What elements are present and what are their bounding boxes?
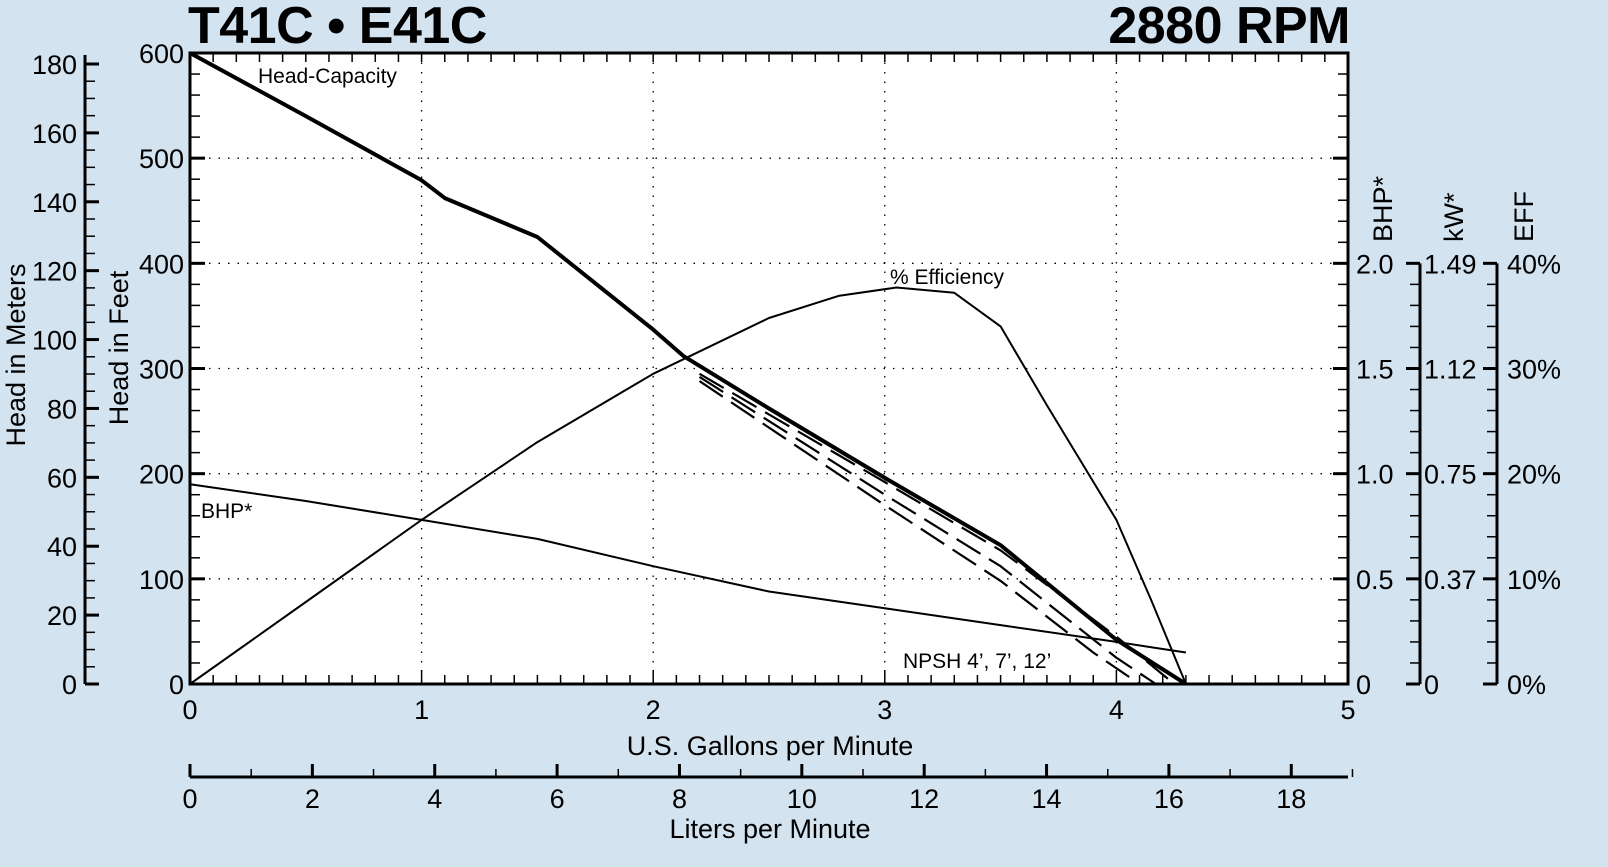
- bhp-tick-label: 0: [1356, 670, 1371, 700]
- feet-tick-label: 200: [139, 460, 184, 490]
- lpm-tick-label: 0: [182, 784, 197, 814]
- lpm-axis-title: Liters per Minute: [669, 814, 870, 844]
- gpm-tick-label: 2: [646, 695, 661, 725]
- bhp-tick-label: 0.5: [1356, 565, 1394, 595]
- kw-tick-label: 0.75: [1424, 460, 1477, 490]
- npsh-7-curve: [698, 375, 1157, 685]
- gpm-tick-label: 1: [414, 695, 429, 725]
- meters-tick-label: 40: [47, 532, 77, 562]
- feet-tick-label: 100: [139, 565, 184, 595]
- chart-title-speed: 2880 RPM: [1108, 0, 1350, 55]
- meters-tick-label: 20: [47, 601, 77, 631]
- meters-tick-label: 60: [47, 463, 77, 493]
- efficiency-curve: [189, 286, 1187, 685]
- chart-title-model: T41C • E41C: [188, 0, 487, 55]
- meters-tick-label: 140: [32, 188, 77, 218]
- meters-tick-label: 100: [32, 326, 77, 356]
- bhp-curve: [189, 483, 1187, 654]
- lpm-tick-label: 18: [1276, 784, 1306, 814]
- npsh-12-curve: [698, 380, 1141, 685]
- lpm-tick-label: 10: [787, 784, 817, 814]
- kw-tick-label: 1.12: [1424, 355, 1477, 385]
- feet-axis-title: Head in Feet: [104, 270, 134, 425]
- bhp-tick-label: 1.0: [1356, 460, 1394, 490]
- feet-tick-label: 600: [139, 39, 184, 69]
- eff-tick-label: 0%: [1507, 670, 1546, 700]
- bhp-label: BHP*: [201, 500, 252, 523]
- eff-axis-title: EFF: [1509, 191, 1539, 242]
- feet-tick-label: 0: [169, 670, 184, 700]
- kw-axis-title: kW*: [1439, 192, 1469, 242]
- kw-tick-label: 1.49: [1424, 249, 1477, 279]
- meters-tick-label: 160: [32, 119, 77, 149]
- axes: [83, 51, 1499, 779]
- bhp-tick-label: 1.5: [1356, 355, 1394, 385]
- lpm-tick-label: 2: [305, 784, 320, 814]
- meters-tick-label: 0: [62, 670, 77, 700]
- npsh-label: NPSH 4’, 7’, 12’: [903, 650, 1051, 673]
- efficiency-label: % Efficiency: [890, 266, 1004, 289]
- meters-tick-label: 120: [32, 257, 77, 287]
- gpm-tick-label: 0: [182, 695, 197, 725]
- grid-lines: [190, 53, 1348, 684]
- head-capacity-label: Head-Capacity: [258, 65, 397, 88]
- lpm-tick-label: 4: [427, 784, 442, 814]
- gpm-tick-label: 4: [1109, 695, 1124, 725]
- eff-tick-label: 10%: [1507, 565, 1561, 595]
- lpm-tick-label: 12: [909, 784, 939, 814]
- gpm-axis-title: U.S. Gallons per Minute: [627, 731, 914, 761]
- feet-tick-label: 400: [139, 249, 184, 279]
- lpm-tick-label: 6: [550, 784, 565, 814]
- feet-tick-label: 500: [139, 144, 184, 174]
- meters-tick-label: 80: [47, 394, 77, 424]
- eff-tick-label: 20%: [1507, 460, 1561, 490]
- feet-tick-label: 300: [139, 355, 184, 385]
- kw-tick-label: 0: [1424, 670, 1439, 700]
- bhp-axis-title: BHP*: [1368, 175, 1398, 242]
- bhp-tick-label: 2.0: [1356, 249, 1394, 279]
- lpm-tick-label: 14: [1032, 784, 1062, 814]
- axis-labels: 0100200300400500600020406080100120140160…: [1, 39, 1561, 844]
- lpm-tick-label: 8: [672, 784, 687, 814]
- meters-axis-title: Head in Meters: [1, 263, 31, 446]
- curves: [189, 51, 1187, 686]
- gpm-tick-label: 5: [1340, 695, 1355, 725]
- kw-tick-label: 0.37: [1424, 565, 1477, 595]
- gpm-tick-label: 3: [877, 695, 892, 725]
- head-capacity-curve: [189, 51, 1187, 686]
- lpm-tick-label: 16: [1154, 784, 1184, 814]
- eff-tick-label: 30%: [1507, 355, 1561, 385]
- eff-tick-label: 40%: [1507, 249, 1561, 279]
- npsh-4-curve: [698, 372, 1175, 685]
- meters-tick-label: 180: [32, 50, 77, 80]
